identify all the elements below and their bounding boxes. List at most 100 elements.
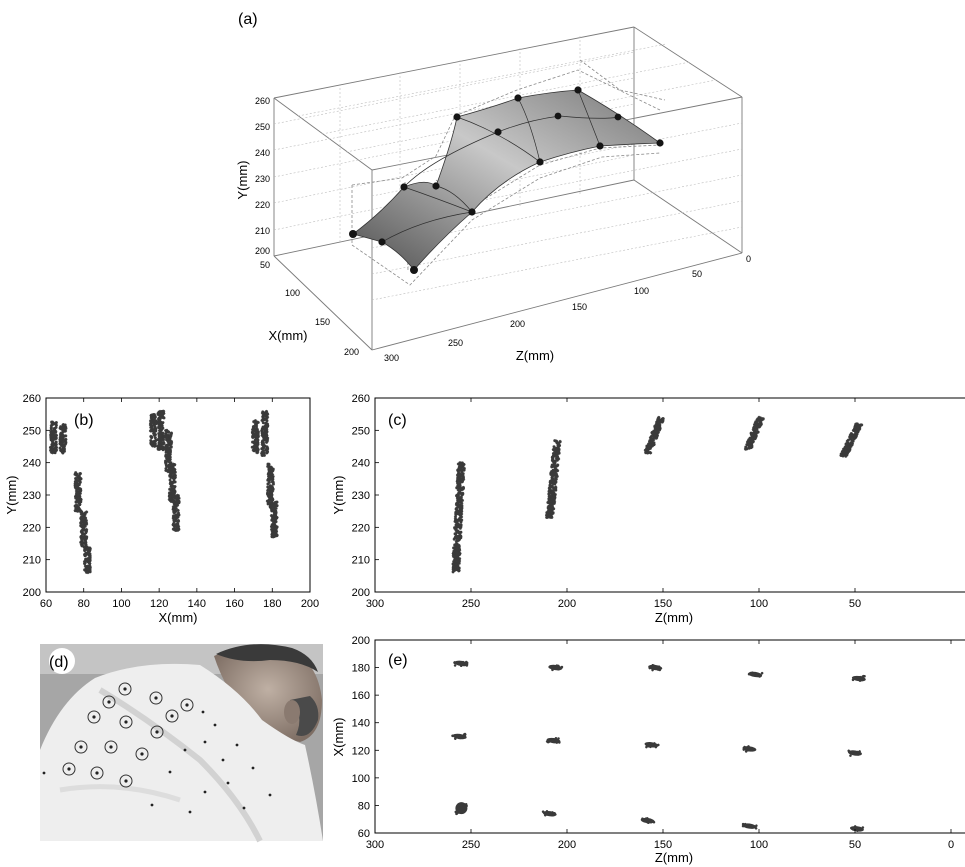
scatter-point [456,477,460,481]
scatter-point [152,431,156,436]
scatter-point [858,675,862,679]
tick-label: 140 [188,598,206,610]
scatter-point [176,522,180,526]
scatter-point [53,430,58,435]
scatter-point [647,821,650,825]
scatter-point [858,826,862,830]
scatter-point [551,511,555,515]
scatter-point [157,424,162,428]
scatter-point [454,494,459,498]
scatter-point [61,436,65,440]
scatter-point [63,442,68,446]
scatter-point [152,433,156,437]
scatter-point [174,524,178,528]
scatter-point [465,664,469,667]
scatter-point [149,434,153,438]
scatter-point [49,433,53,437]
scatter-point [756,430,760,434]
scatter-point [154,444,158,448]
scatter-point [743,447,748,451]
scatter-point [256,447,260,451]
scatter-point [270,530,274,534]
panel-a-ylabel: Y(mm) [235,161,250,200]
scatter-point [749,439,754,444]
scatter-point [270,502,274,506]
scatter-point [172,521,176,526]
scatter-point [760,671,764,675]
scatter-point [456,468,460,473]
tick-label: 300 [366,839,384,851]
scatter-point [458,511,462,516]
scatter-point [83,519,87,524]
scatter-point [80,531,84,536]
scatter-point [167,491,172,495]
scatter-point [550,463,554,467]
tick-label: 100 [750,598,768,610]
scatter-point [172,468,176,472]
scatter-point [166,443,170,448]
scatter-point [274,506,278,511]
scatter-point [557,451,561,455]
scatter-point [455,529,459,534]
scatter-point [550,458,555,462]
scatter-point [270,470,274,474]
scatter-point [80,524,84,529]
scatter-point [168,470,172,474]
scatter-point [757,425,762,429]
scatter-point [163,459,168,463]
scatter-point [158,444,162,449]
scatter-point [459,524,463,528]
tick-label: 0 [746,254,751,264]
scatter-point [262,426,267,430]
scatter-point [171,476,175,480]
scatter-point [547,497,551,501]
scatter-point [51,422,55,426]
scatter-point [250,440,255,444]
panel-b-scatter-xy: (b) 60 80 100 120 140 160 180 200 200 210 220 230 24… [4,393,319,625]
scatter-point [455,558,460,562]
scatter-point [854,435,858,439]
scatter-point [547,504,551,508]
scatter-point [454,512,458,517]
scatter-point [656,666,659,670]
scatter-point [81,541,85,545]
scatter-point [752,434,757,439]
scatter-point [848,435,852,439]
scatter-point [83,511,87,515]
scatter-point [453,515,458,519]
scatter-point [58,426,62,430]
scatter-point [260,418,264,423]
scatter-point [266,424,270,428]
scatter-point [266,472,270,476]
scatter-point [273,529,277,533]
scatter-point [460,518,464,522]
scatter-point [460,501,464,505]
scatter-point [269,488,273,492]
scatter-point [170,497,174,501]
scatter-point [759,674,762,678]
tick-label: 260 [352,393,370,405]
scatter-point [154,421,158,425]
scatter-point [157,441,161,445]
scatter-point [547,811,551,815]
scatter-point [54,445,59,450]
panel-a-label: (a) [238,11,258,28]
scatter-point [462,733,466,736]
scatter-point [652,820,656,824]
scatter-point [850,443,854,447]
tick-label: 200 [352,635,370,647]
scatter-point [266,492,270,496]
scatter-point [58,433,63,437]
tick-label: 230 [255,174,270,184]
scatter-point [84,521,88,525]
scatter-point [269,513,274,518]
panel-a-z-ticks: 300 250 200 150 100 50 0 [384,254,751,363]
scatter-point [267,495,271,499]
scatter-point [260,450,264,454]
scatter-point [176,519,181,523]
scatter-point [51,429,56,434]
scatter-point [459,491,463,495]
scatter-point [854,430,858,434]
scatter-point [165,434,169,438]
scatter-point [455,534,459,539]
